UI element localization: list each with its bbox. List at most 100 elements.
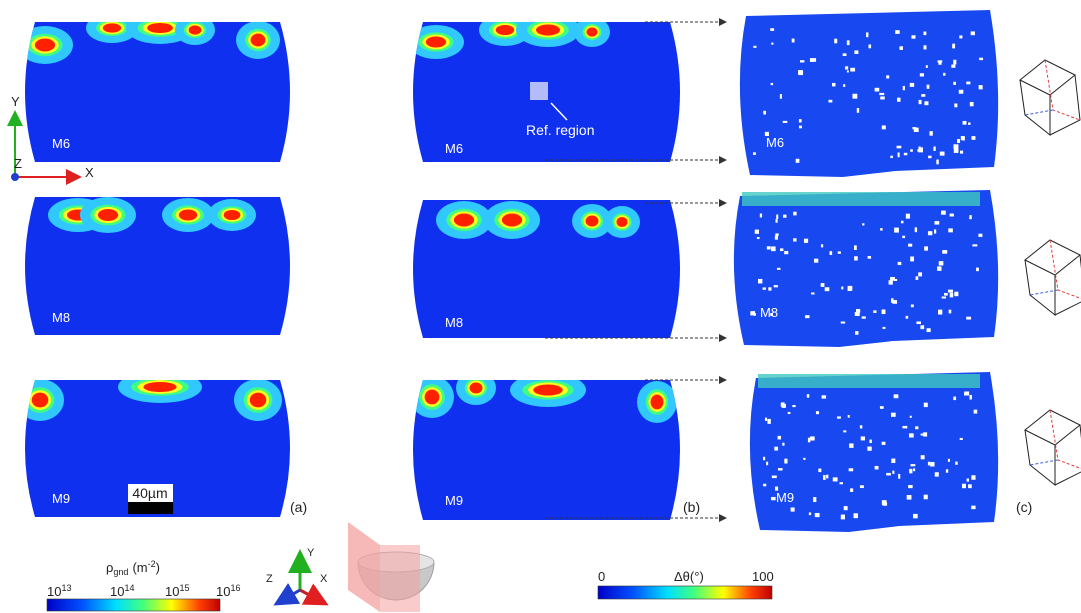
ebsd-speck bbox=[860, 436, 866, 441]
ebsd-speck bbox=[954, 291, 959, 297]
ebsd-speck bbox=[902, 425, 908, 429]
ebsd-speck bbox=[918, 99, 922, 105]
ebsd-speck bbox=[813, 58, 817, 62]
ebsd-speck bbox=[854, 245, 857, 251]
ebsd-speck bbox=[905, 315, 909, 319]
hot-spot bbox=[616, 216, 628, 228]
ebsd-speck bbox=[962, 120, 967, 125]
ebsd-speck bbox=[978, 233, 983, 237]
ebsd-speck bbox=[945, 469, 949, 473]
ebsd-speck bbox=[806, 394, 810, 398]
ebsd-speck bbox=[841, 286, 844, 290]
ebsd-speck bbox=[905, 213, 910, 219]
ebsd-speck bbox=[834, 38, 838, 44]
ebsd-speck bbox=[800, 60, 805, 63]
ebsd-speck bbox=[853, 513, 858, 519]
ebsd-speck bbox=[814, 512, 820, 518]
ebsd-speck bbox=[813, 258, 819, 263]
ebsd-speck bbox=[934, 221, 940, 225]
colorbar-min: 0 bbox=[598, 569, 605, 584]
ebsd-speck bbox=[896, 97, 901, 102]
ebsd-speck bbox=[966, 478, 970, 482]
ebsd-speck bbox=[910, 256, 915, 262]
ebsd-speck bbox=[866, 32, 869, 38]
ebsd-speck bbox=[774, 235, 778, 240]
subscript: gnd bbox=[113, 567, 128, 577]
colorbar-tick: 1015 bbox=[165, 583, 189, 599]
ebsd-speck bbox=[918, 147, 924, 153]
map bbox=[413, 200, 680, 338]
ebsd-speck bbox=[880, 228, 883, 231]
ebsd-speck bbox=[850, 67, 856, 72]
ebsd-speck bbox=[803, 457, 806, 460]
ebsd-speck bbox=[867, 446, 872, 451]
ebsd-speck bbox=[879, 92, 885, 96]
map bbox=[25, 197, 290, 335]
hot-spot bbox=[250, 33, 266, 47]
ebsd-speck bbox=[960, 136, 965, 141]
ebsd-speck bbox=[770, 313, 774, 316]
ebsd-speck bbox=[927, 231, 933, 236]
ebsd-speck bbox=[910, 304, 914, 308]
ebsd-speck bbox=[941, 210, 946, 215]
ebsd-speck bbox=[962, 483, 966, 489]
map bbox=[413, 380, 680, 520]
ebsd-speck bbox=[886, 75, 890, 79]
ebsd-speck bbox=[771, 496, 776, 501]
ebsd-speck bbox=[750, 311, 756, 316]
ebsd-speck bbox=[921, 94, 926, 97]
hot-spot bbox=[586, 27, 598, 37]
ebsd-speck bbox=[787, 411, 791, 415]
ebsd-speck bbox=[938, 261, 944, 266]
x-label: X bbox=[85, 165, 94, 180]
ebsd-speck bbox=[766, 246, 771, 250]
ebsd-speck bbox=[754, 229, 760, 234]
map-label: M8 bbox=[445, 315, 463, 330]
scale-bar-label: 40µm bbox=[132, 485, 167, 501]
ebsd-speck bbox=[969, 215, 972, 218]
ebsd-speck bbox=[949, 292, 954, 298]
tick-base: 10 bbox=[216, 584, 230, 599]
ebsd-speck bbox=[919, 73, 924, 77]
ebsd-speck bbox=[933, 146, 936, 151]
ebsd-speck bbox=[934, 472, 939, 477]
ebsd-speck bbox=[779, 94, 782, 99]
ebsd-speck bbox=[909, 468, 913, 474]
ebsd-speck bbox=[971, 475, 976, 480]
ebsd-speck bbox=[939, 151, 945, 156]
ebsd-speck bbox=[969, 217, 972, 220]
x-label-2: X bbox=[320, 573, 328, 585]
ebsd-speck bbox=[880, 96, 885, 100]
ebsd-speck bbox=[915, 276, 919, 280]
ebsd-speck bbox=[768, 287, 772, 291]
map-label: M9 bbox=[776, 490, 794, 505]
map-label: M8 bbox=[760, 305, 778, 320]
ebsd-speck bbox=[868, 44, 872, 49]
ebsd-speck bbox=[781, 402, 785, 408]
hot-spot bbox=[501, 213, 523, 227]
ebsd-speck bbox=[782, 442, 785, 446]
ebsd-speck bbox=[953, 148, 959, 153]
ebsd-speck bbox=[941, 296, 947, 299]
tick-base: 10 bbox=[47, 584, 61, 599]
ebsd-speck bbox=[849, 443, 854, 448]
ebsd-speck bbox=[855, 331, 859, 335]
ebsd-speck bbox=[846, 40, 850, 46]
ebsd-speck bbox=[813, 497, 817, 503]
ebsd-speck bbox=[912, 127, 917, 130]
ebsd-speck bbox=[938, 60, 942, 65]
ebsd-speck bbox=[762, 287, 766, 290]
ebsd-speck bbox=[900, 220, 904, 224]
ebsd-speck bbox=[953, 396, 957, 401]
ebsd-speck bbox=[906, 495, 912, 500]
ebsd-map bbox=[739, 10, 999, 177]
ebsd-speck bbox=[942, 250, 948, 254]
ebsd-speck bbox=[968, 484, 972, 489]
ebsd-speck bbox=[918, 272, 923, 277]
hot-spot bbox=[453, 213, 475, 227]
ebsd-speck bbox=[909, 433, 914, 438]
ebsd-speck bbox=[937, 266, 942, 271]
ebsd-speck bbox=[902, 235, 906, 239]
ebsd-speck bbox=[820, 283, 825, 287]
ebsd-speck bbox=[972, 244, 978, 247]
